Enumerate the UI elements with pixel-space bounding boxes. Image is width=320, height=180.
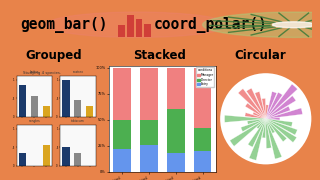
Bar	[266, 119, 287, 142]
Bar	[249, 119, 266, 160]
Bar	[266, 96, 296, 119]
Bar	[246, 88, 266, 119]
Bar	[266, 118, 280, 120]
Legend: Manager, Director, Entry: Manager, Director, Entry	[196, 67, 214, 87]
Bar	[167, 153, 185, 172]
Bar	[266, 119, 297, 142]
Bar	[194, 128, 211, 151]
Bar	[245, 113, 266, 119]
Bar	[247, 119, 266, 124]
Bar	[262, 98, 266, 119]
Bar	[114, 149, 131, 172]
Bar	[167, 68, 185, 109]
Bar	[266, 92, 276, 119]
Bar	[266, 119, 292, 127]
Bar	[62, 80, 69, 117]
Bar	[74, 153, 82, 166]
Text: geom_bar(): geom_bar()	[20, 17, 108, 33]
Circle shape	[46, 12, 228, 37]
Bar	[266, 84, 298, 119]
Bar	[266, 105, 268, 119]
Bar	[144, 24, 151, 37]
Bar	[140, 68, 158, 120]
Bar	[266, 108, 302, 119]
Bar	[245, 103, 266, 119]
Bar	[74, 100, 82, 117]
Text: Circular: Circular	[235, 49, 286, 62]
Bar	[255, 92, 266, 119]
Text: battus: battus	[30, 70, 39, 74]
Bar	[136, 19, 142, 37]
Text: coord_polar(): coord_polar()	[154, 17, 268, 33]
Bar	[230, 119, 266, 146]
Bar	[266, 119, 271, 148]
Bar	[140, 120, 158, 145]
Bar	[118, 25, 125, 37]
Bar	[19, 86, 26, 117]
Bar	[241, 119, 266, 132]
Bar	[266, 92, 283, 119]
Bar	[238, 89, 266, 119]
Circle shape	[203, 12, 320, 37]
Bar	[266, 119, 275, 133]
Bar	[43, 106, 50, 117]
Bar	[266, 119, 297, 135]
Text: nongles: nongles	[28, 119, 40, 123]
Bar	[43, 145, 50, 166]
Bar	[225, 115, 266, 122]
Text: Studying 4 species.: Studying 4 species.	[23, 71, 61, 75]
Bar	[86, 106, 93, 117]
Bar	[114, 68, 131, 120]
Bar	[266, 119, 282, 159]
Bar	[114, 120, 131, 149]
Bar	[167, 109, 185, 153]
Bar	[253, 112, 266, 119]
Bar	[262, 119, 266, 138]
Bar	[140, 145, 158, 172]
Bar	[19, 153, 26, 166]
Bar	[266, 106, 290, 119]
Bar	[257, 119, 266, 129]
Bar	[248, 119, 266, 147]
Bar	[194, 151, 211, 172]
Text: Stacked: Stacked	[133, 49, 187, 62]
Bar	[127, 15, 133, 37]
Text: scatrex: scatrex	[72, 70, 84, 74]
Bar	[194, 68, 211, 128]
Bar	[31, 96, 38, 117]
Text: tobiscum: tobiscum	[71, 119, 85, 123]
Text: Grouped: Grouped	[25, 49, 82, 62]
Bar	[62, 147, 69, 166]
Circle shape	[273, 22, 315, 28]
